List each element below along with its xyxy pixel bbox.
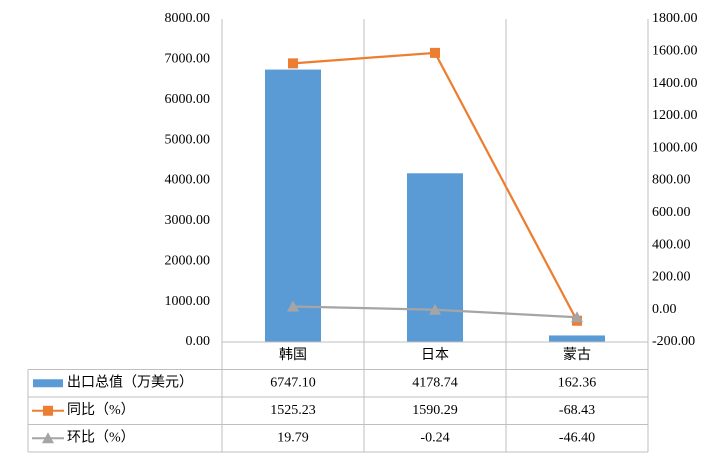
y2-tick-label: 1200.00 — [652, 108, 698, 123]
table-value: 162.36 — [558, 375, 597, 390]
legend-key — [33, 379, 63, 388]
line-marker — [287, 300, 299, 312]
y-tick-label: 0.00 — [186, 334, 211, 349]
y2-tick-label: 600.00 — [652, 205, 691, 220]
y2-tick-label: 800.00 — [652, 173, 691, 188]
y2-tick-label: 400.00 — [652, 237, 691, 252]
table-value: -68.43 — [559, 403, 595, 418]
y-tick-label: 1000.00 — [165, 294, 211, 309]
y2-tick-label: 1600.00 — [652, 44, 698, 59]
y-tick-label: 8000.00 — [165, 11, 211, 26]
y2-tick-label: 1000.00 — [652, 140, 698, 155]
legend-label: 出口总值（万美元） — [67, 374, 193, 390]
y-tick-label: 2000.00 — [165, 253, 211, 268]
line-marker — [429, 303, 441, 315]
table-value: -46.40 — [559, 430, 595, 445]
line-marker — [430, 47, 440, 58]
x-tick-label: 蒙古 — [563, 347, 591, 363]
table-value: -0.24 — [420, 430, 449, 445]
table-value: 19.79 — [277, 430, 309, 445]
bar — [549, 335, 605, 342]
line-marker — [43, 405, 53, 416]
x-tick-label: 日本 — [421, 347, 449, 363]
y-tick-label: 6000.00 — [165, 92, 211, 107]
legend-label: 同比（%） — [67, 402, 135, 418]
y2-tick-label: 1800.00 — [652, 11, 698, 26]
line-marker — [571, 311, 583, 323]
y2-tick-label: -200.00 — [652, 334, 695, 349]
table-value: 1525.23 — [270, 403, 316, 418]
line-marker — [42, 432, 54, 444]
table-value: 6747.10 — [270, 375, 316, 390]
bar — [265, 69, 321, 342]
table-value: 1590.29 — [412, 403, 458, 418]
y2-tick-label: 1400.00 — [652, 76, 698, 91]
table-value: 4178.74 — [412, 375, 458, 390]
y-tick-label: 7000.00 — [165, 52, 211, 67]
y-tick-label: 5000.00 — [165, 132, 211, 147]
y-tick-label: 3000.00 — [165, 213, 211, 228]
y2-tick-label: 200.00 — [652, 270, 691, 285]
bar — [407, 173, 463, 342]
x-tick-label: 韩国 — [279, 347, 307, 363]
legend-label: 环比（%） — [67, 429, 135, 445]
line-marker — [288, 58, 298, 69]
y-tick-label: 4000.00 — [165, 173, 211, 188]
y2-tick-label: 0.00 — [652, 302, 677, 317]
